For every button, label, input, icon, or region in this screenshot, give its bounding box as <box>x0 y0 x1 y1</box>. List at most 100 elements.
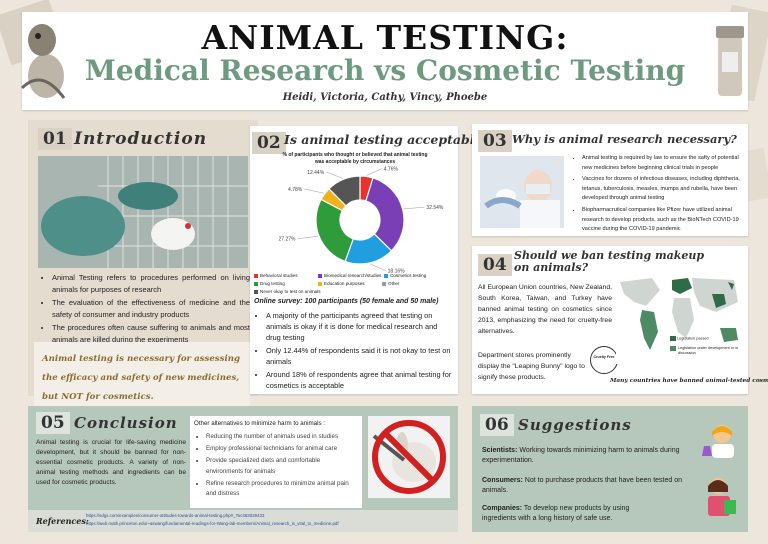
suggestions-panel: 06 Suggestions Scientists: Working towar… <box>472 406 748 532</box>
legend-label: Cosmetics testing <box>390 273 427 278</box>
list-item: Animal testing is required by law to ens… <box>582 154 742 173</box>
legend-label: Other <box>388 281 400 286</box>
legend-swatch <box>254 289 258 294</box>
alternatives-box: Other alternatives to minimize harm to a… <box>190 416 362 508</box>
list-item: The procedures often cause suffering to … <box>52 322 250 345</box>
section-heading: Why is animal research necessary? <box>512 132 737 146</box>
section-heading: Conclusion <box>74 414 178 432</box>
section-number: 02 <box>252 132 286 154</box>
page-title: ANIMAL TESTING: <box>201 18 569 57</box>
legend-label: Biomedical research/studies <box>324 273 382 278</box>
list-item: Employ professional technicians for anim… <box>206 444 358 454</box>
data-label: 4.76% <box>384 167 399 173</box>
label-leader-line <box>369 263 386 271</box>
section-heading: Is animal testing acceptable? <box>284 132 490 147</box>
suggestion-text: To develop new products by using ingredi… <box>482 505 630 522</box>
legend-entry: Other <box>382 280 446 288</box>
ban-paragraph-logo: Department stores prominently display th… <box>478 352 585 381</box>
data-label: 32.54% <box>426 205 444 211</box>
list-item: Refine research procedures to minimize a… <box>206 479 358 499</box>
legend-label: Drug testing <box>260 281 285 286</box>
suggestion-text: Working towards minimizing harm to anima… <box>482 447 680 464</box>
section-number: 03 <box>478 130 512 152</box>
pie-slice <box>328 175 361 207</box>
legend-label: Behavioral studies <box>260 273 298 278</box>
authors: Heidi, Victoria, Cathy, Vincy, Phoebe <box>282 92 488 103</box>
section-heading: Suggestions <box>518 416 632 434</box>
suggestion-role: Consumers: <box>482 477 523 484</box>
alternatives-list: Reducing the number of animals used in s… <box>194 432 358 501</box>
why-bullet-list: Animal testing is required by law to ens… <box>570 154 742 237</box>
pie-slice <box>315 198 355 263</box>
header-panel: ANIMAL TESTING: Medical Research vs Cosm… <box>22 12 748 110</box>
reference-link[interactable]: https://sdgs.com/examples/consumer-attit… <box>86 513 265 518</box>
acceptable-bullet-list: A majority of the participants agreed th… <box>254 310 452 393</box>
legend-passed: Legislation passed <box>670 336 709 341</box>
section-number: 05 <box>36 412 70 434</box>
list-item: Reducing the number of animals used in s… <box>206 432 358 442</box>
section-number: 01 <box>38 128 72 150</box>
chart-title: % of participants who thought or believe… <box>282 152 428 165</box>
legend-entry: Cosmetics testing <box>384 272 448 280</box>
no-testing-image <box>368 416 450 498</box>
why-panel: 03 Why is animal research necessary? Ani… <box>472 124 748 236</box>
legend-swatch <box>254 281 258 286</box>
legend-development-label: Legislation under development or in disc… <box>678 346 739 355</box>
legend-swatch <box>382 281 386 286</box>
intro-quote: Animal testing is necessary for assessin… <box>34 342 250 407</box>
label-leader-line <box>297 235 319 239</box>
pill-bottle-image <box>710 16 750 102</box>
data-label: 12.44% <box>307 170 325 176</box>
conclusion-panel: 05 Conclusion Animal testing is crucial … <box>28 406 458 532</box>
pie-slice <box>365 177 405 252</box>
page-subtitle: Medical Research vs Cosmetic Testing <box>84 54 686 87</box>
legend-development: Legislation under development or in disc… <box>670 346 742 355</box>
legend-swatch <box>318 281 322 286</box>
intro-bullet-list: Animal Testing refers to procedures perf… <box>40 272 250 347</box>
lab-rat-photo <box>38 156 248 268</box>
legend-label: Education purposes <box>324 281 365 286</box>
world-map: Legislation passed Legislation under dev… <box>616 272 744 364</box>
scientist-icon <box>700 420 740 460</box>
suggestion-consumers: Consumers: Not to purchase products that… <box>482 476 694 496</box>
list-item: Animal Testing refers to procedures perf… <box>52 272 250 295</box>
researcher-photo <box>480 156 564 228</box>
legend-entry: Education purposes <box>318 280 382 288</box>
chart-legend: Behavioral studies Biomedical research/st… <box>254 272 454 296</box>
map-caption: Many countries have banned animal-tested… <box>610 378 768 384</box>
ban-paragraph: All European Union countries, New Zealan… <box>478 284 612 335</box>
references: References: https://sdgs.com/examples/co… <box>28 510 458 532</box>
legend-entry: Behavioral studies <box>254 272 318 280</box>
section-heading: Introduction <box>74 129 208 149</box>
suggestion-role: Scientists: <box>482 447 518 454</box>
data-label: 18.16% <box>388 269 406 275</box>
leaping-bunny-logo: Cruelty Free <box>590 346 618 374</box>
list-item: Only 12.44% of respondents said it is no… <box>266 345 452 367</box>
list-item: Provide specialized diets and comfortabl… <box>206 456 358 476</box>
section-number: 06 <box>480 414 514 436</box>
suggestion-text: Not to purchase products that have been … <box>482 477 683 494</box>
quote-text: Animal testing is necessary for assessin… <box>42 354 240 402</box>
label-leader-line <box>366 168 382 176</box>
data-label: 27.27% <box>279 237 297 243</box>
label-leader-line <box>403 206 425 210</box>
references-label: References: <box>36 516 89 526</box>
legend-entry: Biomedical research/studies <box>318 272 384 280</box>
legend-label: Never okay to test on animals <box>260 289 321 294</box>
suggestion-role: Companies: <box>482 505 523 512</box>
rat-collage-image <box>12 18 70 104</box>
list-item: The evaluation of the effectiveness of m… <box>52 297 250 320</box>
ban-panel: 04 Should we ban testing makeup on anima… <box>472 246 768 394</box>
reference-link[interactable]: https://web.math.princeton.edu/~aswang/f… <box>86 521 339 526</box>
legend-entry: Never okay to test on animals <box>254 288 321 296</box>
legend-swatch <box>384 273 388 278</box>
section-number: 04 <box>478 254 512 276</box>
label-leader-line <box>326 171 343 179</box>
legend-passed-label: Legislation passed <box>677 336 709 341</box>
survey-label: Online survey: 100 participants (50 fema… <box>254 298 439 305</box>
section-heading: Should we ban testing makeup on animals? <box>514 249 705 274</box>
legend-entry: Drug testing <box>254 280 318 288</box>
data-label: 4.78% <box>288 187 303 193</box>
suggestion-companies: Companies: To develop new products by us… <box>482 504 652 524</box>
logo-text: Cruelty Free <box>593 355 615 359</box>
